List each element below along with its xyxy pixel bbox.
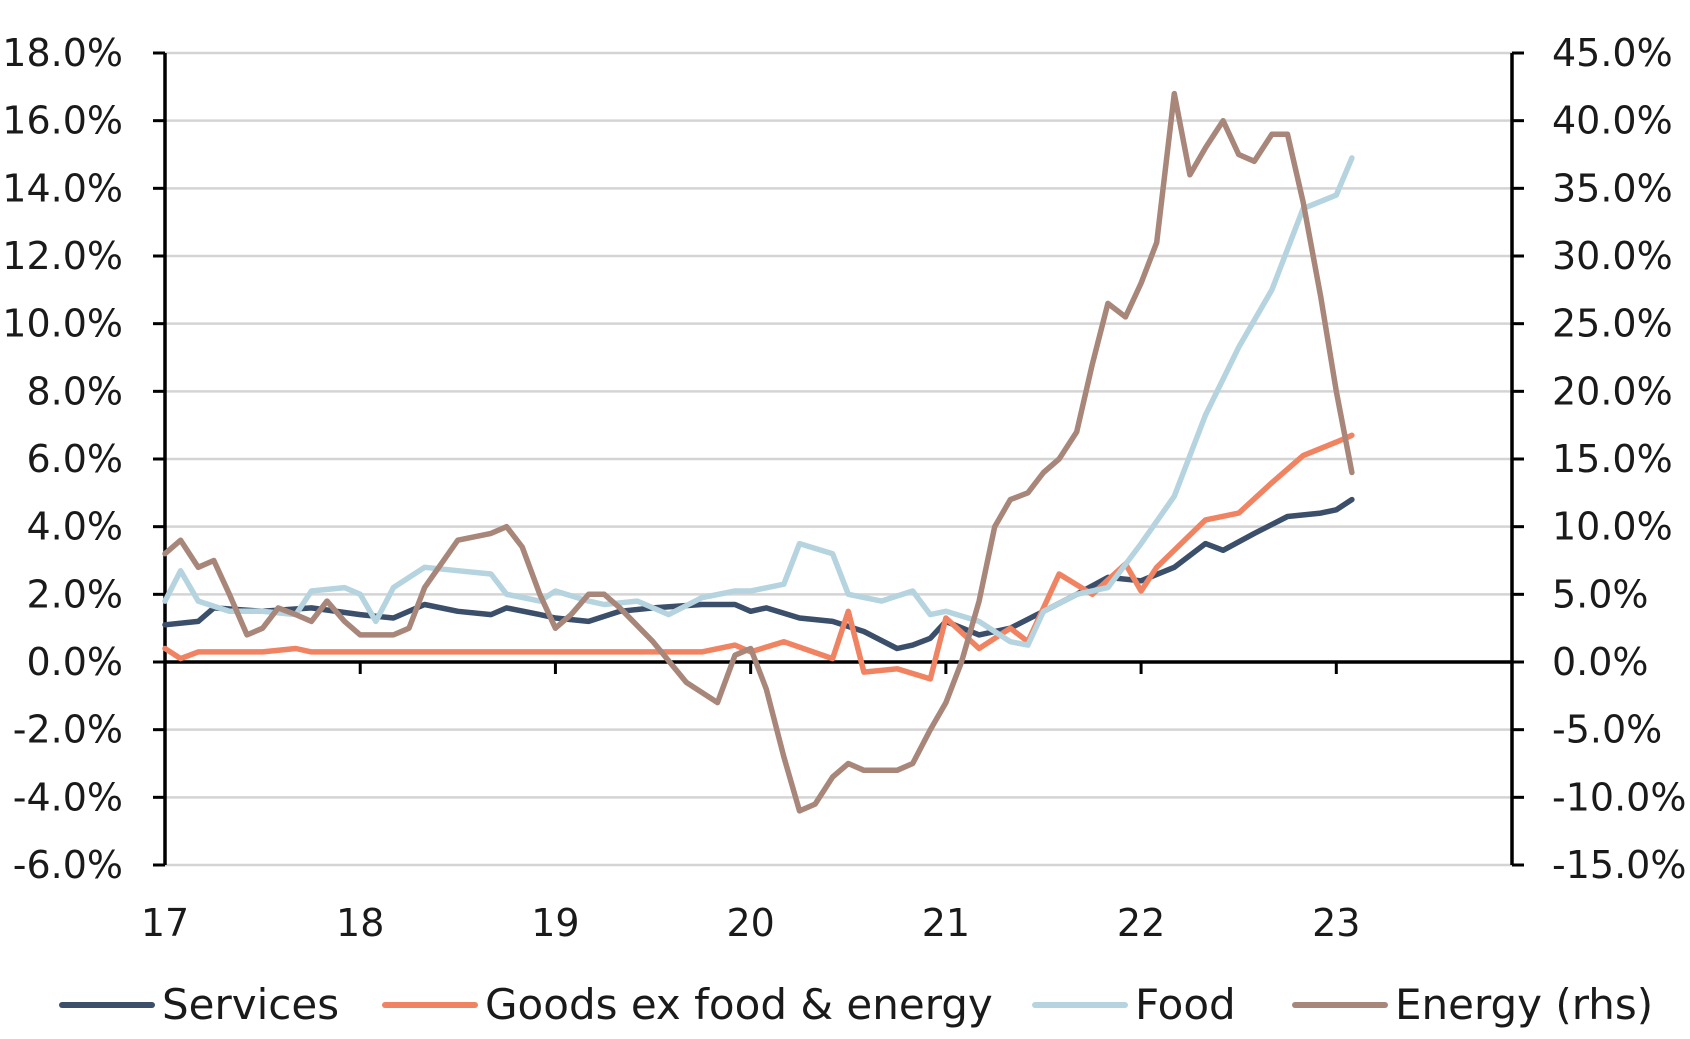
y-left-tick-label: 12.0% [2,234,123,278]
y-right-tick-label: 35.0% [1552,166,1673,210]
y-right-tick-label: -5.0% [1552,708,1662,752]
x-tick-label: 21 [922,901,970,945]
y-left-tick-label: -4.0% [13,775,123,819]
y-left-tick-label: -6.0% [13,843,123,887]
y-left-tick-label: 2.0% [26,572,123,616]
gridlines [165,51,1512,867]
x-tick-label: 19 [531,901,579,945]
y-left-tick-label: 6.0% [26,437,123,481]
y-right-tick-label: 25.0% [1552,302,1673,346]
legend: Services Goods ex food & energy Food Energy… [59,980,1653,1029]
y-left-tick-label: 14.0% [2,166,123,210]
axes: 18.0% 45.0% 16.0% 40.0% 14.0% 35.0% 12.0% 30.0%… [2,31,1686,945]
legend-label: Food [1135,980,1236,1029]
y-right-tick-label: 15.0% [1552,437,1673,481]
y-right-tick-label: -15.0% [1552,843,1686,887]
y-left-tick-label: 8.0% [26,369,123,413]
y-left-tick-label: -2.0% [13,708,123,752]
x-tick-label: 22 [1117,901,1165,945]
y-right-tick-label: 0.0% [1552,640,1649,684]
legend-label: Services [162,980,339,1029]
x-tick-label: 23 [1312,901,1360,945]
series-line-energy-rhs [162,90,1355,814]
y-right-tick-label: 10.0% [1552,505,1673,549]
series-lines [162,90,1355,814]
y-left-tick-label: 10.0% [2,302,123,346]
x-tick-label: 20 [726,901,774,945]
y-right-tick-label: 5.0% [1552,572,1649,616]
y-left-tick-label: 16.0% [2,99,123,143]
series-line-food [162,155,1355,648]
y-right-tick-label: 45.0% [1552,31,1673,75]
y-right-tick-label: 30.0% [1552,234,1673,278]
y-right-tick-label: -10.0% [1552,775,1686,819]
legend-label: Goods ex food & energy [485,980,993,1029]
y-left-tick-label: 0.0% [26,640,123,684]
series-line-goods-ex-food-energy [162,432,1355,682]
y-left-tick-label: 18.0% [2,31,123,75]
y-right-tick-label: 40.0% [1552,99,1673,143]
x-tick-label: 17 [141,901,189,945]
y-right-tick-label: 20.0% [1552,369,1673,413]
x-tick-label: 18 [336,901,384,945]
legend-label: Energy (rhs) [1395,980,1653,1029]
y-left-tick-label: 4.0% [26,505,123,549]
series-line-services [162,496,1355,652]
